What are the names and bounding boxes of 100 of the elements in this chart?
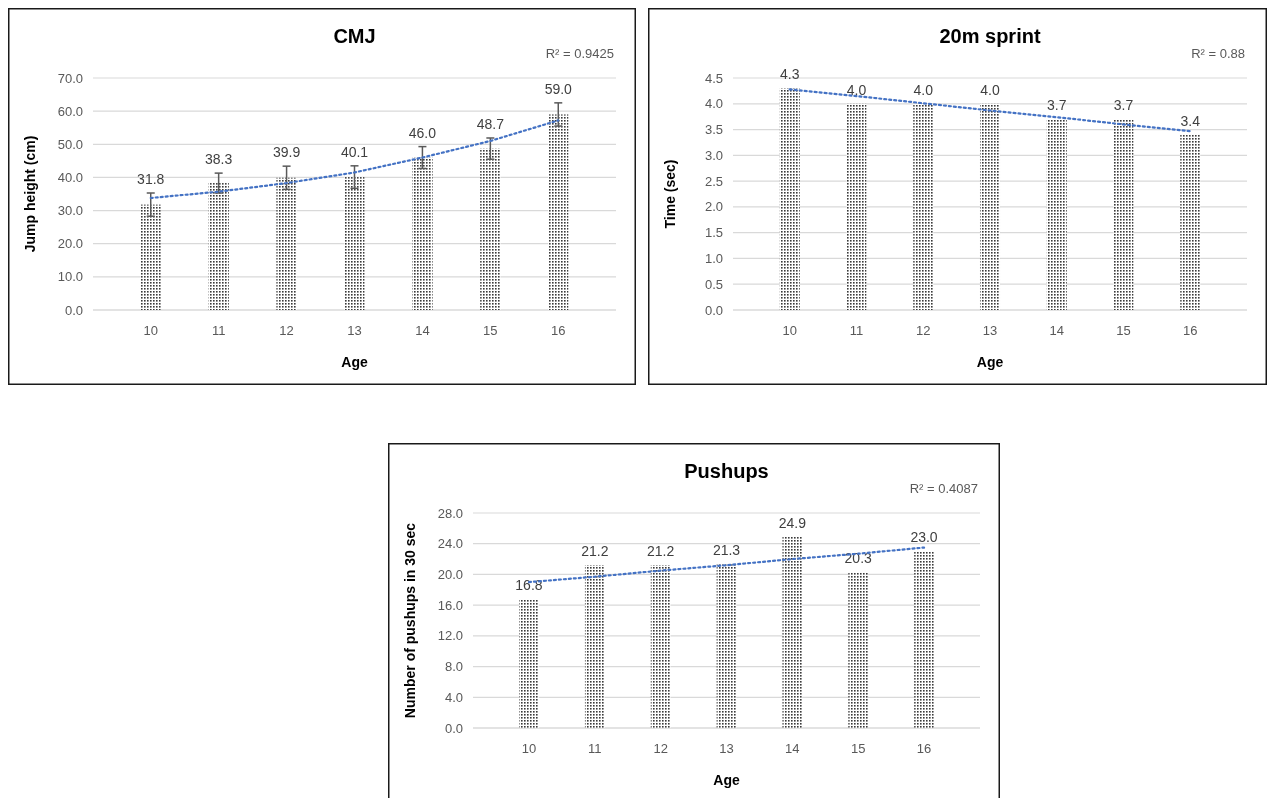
x-tick-label: 10 (782, 323, 797, 338)
x-tick-label: 11 (211, 323, 226, 338)
x-tick-label: 15 (850, 741, 866, 756)
data-label: 16.8 (515, 577, 543, 593)
y-tick-label: 30.0 (57, 203, 83, 219)
y-tick-label: 12.0 (437, 628, 463, 644)
x-tick-label: 14 (1049, 323, 1064, 338)
data-label: 3.7 (1113, 97, 1134, 114)
data-label: 4.0 (980, 81, 1000, 98)
bar (716, 564, 737, 728)
bar (650, 565, 671, 728)
x-tick-label: 10 (143, 323, 158, 338)
data-label: 4.0 (846, 81, 867, 98)
y-tick-label: 0.0 (444, 720, 463, 736)
bar (276, 177, 297, 310)
data-label: 40.1 (340, 143, 369, 160)
y-tick-label: 24.0 (437, 536, 463, 552)
bar (1180, 134, 1201, 310)
y-tick-label: 1.5 (704, 225, 723, 241)
y-tick-label: 8.0 (444, 659, 463, 675)
bar (914, 551, 934, 728)
data-label: 46.0 (408, 124, 437, 141)
x-tick-label: 11 (588, 741, 602, 756)
x-tick-label: 14 (415, 323, 430, 338)
x-tick-label: 10 (521, 741, 537, 756)
bar (913, 103, 934, 310)
x-tick-label: 13 (719, 741, 734, 756)
y-tick-label: 4.0 (704, 96, 723, 112)
x-tick-label: 16 (1183, 323, 1198, 338)
y-tick-label: 10.0 (57, 269, 83, 285)
y-tick-label: 0.5 (704, 276, 723, 292)
bar (584, 565, 605, 728)
bar (979, 103, 1001, 310)
y-tick-label: 16.0 (437, 597, 463, 613)
text: R² = 0.4087 (909, 481, 978, 496)
x-axis-title: Age (713, 772, 740, 788)
text: R² = 0.88 (1191, 46, 1245, 61)
bar (848, 572, 869, 728)
data-label: 3.7 (1047, 97, 1067, 114)
y-tick-label: 40.0 (57, 169, 83, 185)
y-axis-title: Number of pushups in 30 sec (402, 522, 418, 719)
x-tick-label: 13 (347, 323, 362, 338)
bar (846, 103, 867, 310)
y-tick-label: 20.0 (57, 236, 83, 252)
y-tick-label: 70.0 (57, 70, 83, 86)
y-tick-label: 2.0 (704, 199, 723, 215)
text: R² = 0.9425 (545, 46, 614, 61)
chart-title: CMJ (333, 25, 376, 47)
bar (779, 88, 800, 310)
data-label: 3.4 (1180, 112, 1201, 129)
y-axis-title: Jump height (cm) (22, 135, 38, 253)
x-tick-label: 11 (849, 323, 864, 338)
y-tick-label: 1.0 (704, 250, 723, 266)
x-tick-label: 14 (785, 741, 800, 756)
y-tick-label: 4.5 (704, 70, 723, 86)
x-tick-label: 15 (483, 323, 498, 338)
x-tick-label: 12 (279, 323, 294, 338)
x-tick-label: 13 (982, 323, 998, 338)
bar (412, 157, 433, 310)
y-tick-label: 0.0 (64, 302, 83, 318)
data-label: 48.7 (476, 115, 505, 132)
y-tick-label: 50.0 (57, 136, 83, 152)
bar (1046, 119, 1067, 310)
bar (519, 599, 539, 728)
y-tick-label: 20.0 (437, 566, 463, 582)
x-axis-title: Age (341, 354, 368, 370)
data-label: 39.9 (272, 144, 301, 161)
data-label: 20.3 (844, 550, 873, 567)
bar (1113, 119, 1134, 310)
y-axis-title: Time (sec) (662, 159, 678, 229)
x-tick-label: 12 (653, 741, 668, 756)
bar (480, 148, 501, 310)
x-tick-label: 16 (551, 323, 566, 338)
data-label: 59.0 (544, 80, 573, 97)
data-label: 21.2 (581, 543, 609, 560)
y-tick-label: 60.0 (57, 103, 83, 119)
x-tick-label: 16 (916, 741, 932, 756)
bar (140, 204, 161, 310)
chart-title: 20m sprint (939, 25, 1041, 47)
data-label: 24.9 (778, 514, 807, 531)
y-tick-label: 2.5 (704, 173, 723, 189)
bar (208, 183, 229, 310)
y-tick-label: 3.5 (704, 122, 723, 138)
x-axis-title: Age (976, 354, 1004, 370)
data-label: 21.2 (647, 543, 675, 560)
y-tick-label: 3.0 (704, 147, 723, 163)
bar (782, 536, 803, 728)
data-label: 23.0 (910, 529, 938, 546)
bar (344, 177, 365, 310)
data-label: 4.3 (780, 66, 800, 83)
y-tick-label: 28.0 (437, 505, 463, 521)
data-label: 31.8 (137, 171, 165, 188)
bar (548, 114, 569, 310)
x-tick-label: 12 (916, 323, 931, 338)
data-label: 21.3 (712, 542, 741, 559)
x-tick-label: 15 (1116, 323, 1131, 338)
data-label: 4.0 (913, 81, 934, 98)
chart-title: Pushups (684, 460, 769, 482)
data-label: 38.3 (205, 151, 233, 168)
y-tick-label: 4.0 (444, 689, 463, 705)
